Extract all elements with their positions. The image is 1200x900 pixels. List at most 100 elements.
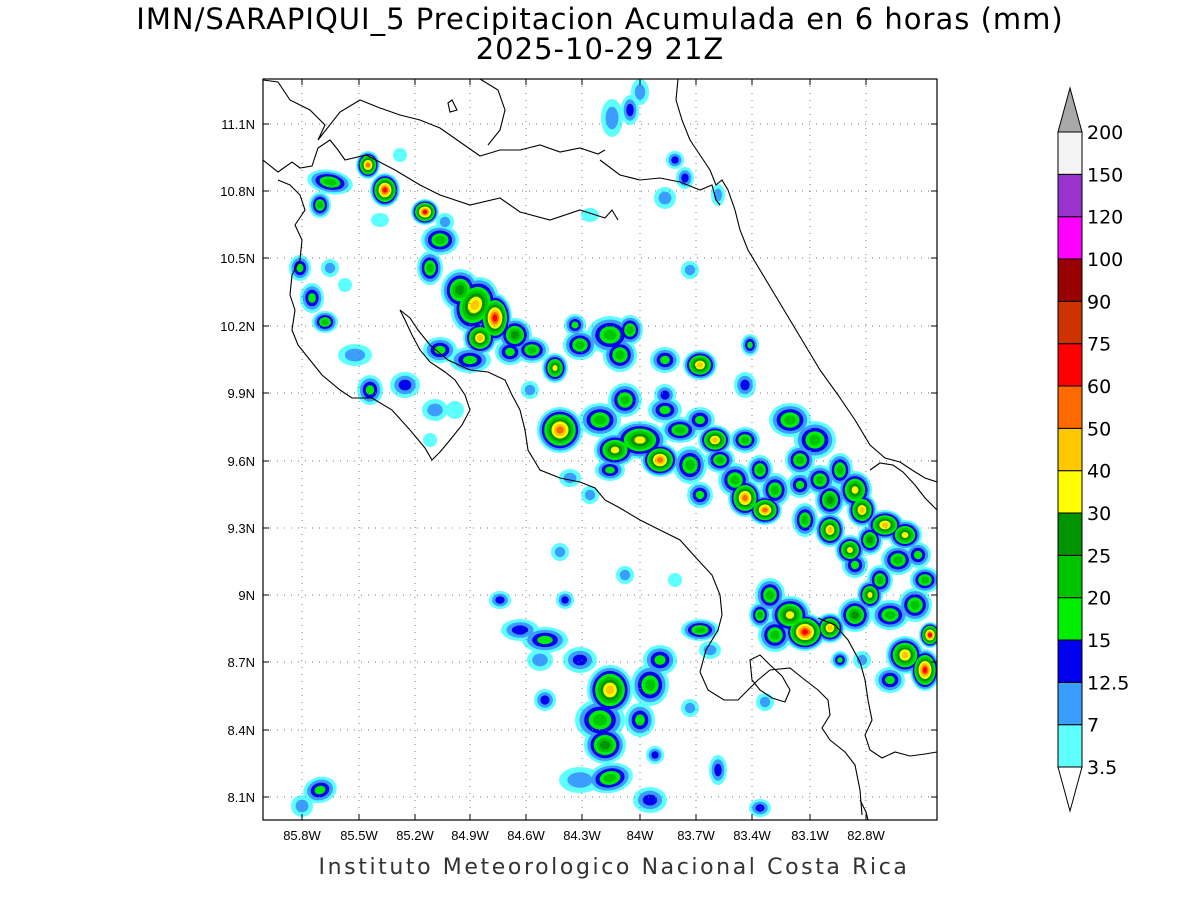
precip-cell: [626, 326, 634, 334]
precip-cell: [668, 573, 682, 587]
precip-cell: [766, 590, 774, 600]
precip-cell: [567, 772, 593, 788]
colorbar-label: 100: [1087, 249, 1123, 271]
precip-cell: [295, 799, 309, 813]
precip-cell: [455, 285, 465, 295]
caribbean-coast: [675, 79, 937, 483]
precip-cell: [757, 611, 763, 619]
precip-cell: [674, 426, 686, 434]
precip-cell: [851, 611, 859, 619]
precip-cell: [660, 390, 670, 400]
lat-label: 10.8N: [220, 184, 255, 199]
precip-cell: [561, 596, 569, 604]
precip-cell: [695, 415, 705, 425]
precip-cell: [694, 627, 706, 633]
precip-cell: [809, 434, 821, 446]
pacific-coast-north: [277, 179, 471, 461]
colorbar-label: 50: [1087, 418, 1111, 440]
precip-cell: [642, 794, 658, 806]
precip-cell: [537, 635, 553, 645]
lat-label: 9.6N: [228, 454, 255, 469]
precip-cell: [881, 522, 889, 528]
lon-label: 83.7W: [677, 828, 715, 843]
precip-cell: [615, 350, 625, 360]
colorbar-label: 90: [1087, 291, 1111, 313]
precip-cell: [426, 263, 434, 273]
precip-cell: [371, 213, 389, 227]
colorbar-swatch: [1057, 385, 1083, 429]
lon-label: 83.1W: [791, 828, 829, 843]
precip-cell: [605, 466, 615, 474]
colorbar-swatch: [1057, 343, 1083, 387]
precip-cell: [759, 696, 771, 708]
precip-cell: [771, 485, 779, 495]
precip-cell: [684, 264, 696, 276]
lat-label: 10.5N: [220, 251, 255, 266]
precip-cell: [928, 633, 932, 637]
precip-cell: [802, 629, 808, 635]
lon-label: 85.5W: [340, 828, 378, 843]
precip-cell: [610, 446, 620, 454]
precip-cell: [801, 515, 809, 525]
precip-cell: [836, 465, 844, 475]
precip-cell: [703, 644, 717, 656]
lon-label: 84.9W: [451, 828, 489, 843]
precip-cell: [540, 695, 550, 705]
nicaragua-lake: [263, 79, 606, 157]
colorbar-label: 120: [1087, 207, 1123, 229]
precip-cell: [684, 702, 696, 714]
precip-cell: [714, 763, 722, 777]
precip-cell: [434, 236, 446, 244]
precip-cell: [770, 630, 780, 640]
colorbar-label: 60: [1087, 376, 1111, 398]
colorbar-min-arrow: [1057, 766, 1083, 813]
coastlines: [263, 79, 937, 820]
precip-cell: [850, 560, 860, 570]
san-juan-river: [599, 159, 721, 206]
precip-cell: [747, 341, 753, 349]
colorbar-swatch: [1057, 173, 1083, 218]
precip-cell: [859, 507, 865, 513]
precip-cell: [603, 329, 617, 341]
precip-cell: [477, 335, 483, 341]
precip-cell: [856, 654, 868, 666]
colorbar-label: 25: [1087, 545, 1111, 567]
precip-cell: [867, 592, 873, 598]
precip-cell: [893, 556, 903, 564]
precip-cell: [634, 84, 646, 100]
precip-cell: [594, 415, 606, 425]
colorbar-swatch: [1057, 300, 1083, 345]
lat-label: 11.1N: [221, 117, 255, 132]
panama-border: [817, 617, 937, 759]
colorbar-label: 200: [1087, 122, 1123, 144]
precip-cell: [651, 751, 659, 759]
precip-cell: [671, 156, 679, 164]
precip-cell: [922, 667, 928, 673]
precip-cell: [511, 331, 519, 339]
precip-cell: [593, 714, 607, 726]
grid-lines: [263, 79, 937, 820]
precip-cell: [876, 576, 884, 584]
precip-cell: [742, 495, 748, 501]
nicoya-gulf: [399, 309, 863, 816]
precip-cell: [552, 365, 558, 371]
lon-label: 84W: [627, 828, 654, 843]
precip-cell: [740, 379, 750, 391]
precip-cell: [382, 187, 388, 193]
precip-cell: [463, 355, 477, 365]
precip-cell: [635, 714, 645, 726]
precip-cell: [785, 611, 795, 619]
lon-label: 84.3W: [563, 828, 601, 843]
colorbar-swatch: [1057, 427, 1083, 472]
precip-cell: [393, 148, 407, 162]
precip-cell: [837, 657, 843, 663]
colorbar-max-arrow: [1057, 86, 1083, 133]
precip-cell: [827, 625, 833, 631]
precip-cell: [619, 569, 631, 581]
precip-cell: [600, 740, 610, 750]
precip-cell: [784, 415, 796, 425]
lon-label: 82.8W: [847, 828, 885, 843]
precip-cell: [366, 162, 370, 168]
precip-cell: [756, 466, 764, 474]
